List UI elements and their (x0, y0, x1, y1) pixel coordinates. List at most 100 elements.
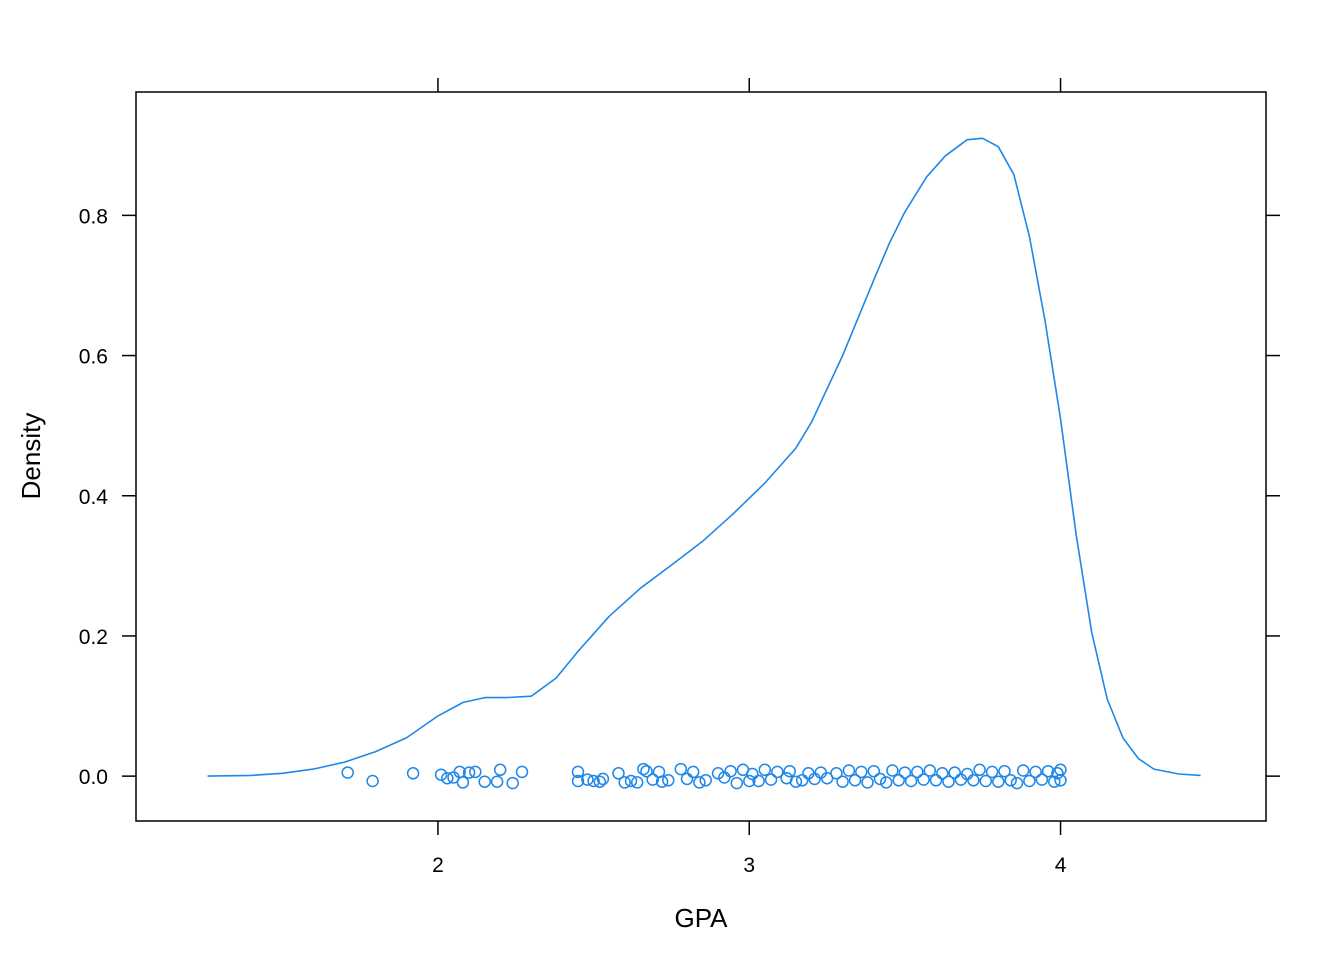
data-point (892, 774, 905, 787)
data-point (1051, 767, 1064, 780)
data-point (842, 764, 856, 777)
data-point (699, 774, 712, 787)
data-point (917, 773, 930, 786)
data-point (1054, 774, 1067, 787)
data-point (718, 771, 731, 784)
data-point (861, 776, 874, 789)
data-point (936, 767, 949, 780)
x-axis-title: GPA (675, 903, 729, 933)
y-tick-label: 0.6 (79, 346, 108, 369)
data-point (1035, 773, 1049, 786)
data-point (973, 763, 986, 777)
data-point (624, 774, 638, 788)
data-point (764, 773, 778, 786)
data-point (979, 774, 993, 788)
data-point (711, 767, 725, 780)
data-point (898, 766, 912, 779)
data-point (1041, 764, 1055, 778)
data-point (904, 774, 918, 788)
data-point (612, 767, 625, 780)
data-point (506, 776, 519, 790)
data-point (1023, 774, 1036, 788)
data-point (640, 764, 653, 778)
data-point (456, 776, 470, 789)
data-point (674, 762, 688, 776)
data-point (1029, 765, 1042, 779)
y-tick-label: 0.2 (79, 626, 108, 649)
data-point (680, 772, 694, 786)
data-point (992, 775, 1005, 788)
plot-panel-border (135, 91, 1267, 822)
data-point (341, 766, 354, 779)
data-point (686, 765, 700, 779)
data-point (948, 766, 961, 779)
data-point (960, 767, 974, 781)
data-point (743, 774, 756, 788)
data-point (406, 767, 420, 780)
data-point (434, 768, 448, 781)
data-point (571, 765, 585, 779)
data-point (985, 765, 999, 779)
data-point (771, 765, 784, 779)
data-point (942, 775, 955, 788)
data-point (596, 772, 610, 786)
data-point (478, 775, 491, 788)
density-curve (207, 137, 1201, 777)
data-point (1054, 763, 1067, 777)
data-point (783, 764, 796, 778)
data-point (693, 776, 706, 789)
data-point (886, 764, 899, 777)
data-point (730, 776, 744, 790)
data-point (1010, 776, 1024, 790)
data-point (571, 774, 585, 788)
data-point (836, 775, 849, 788)
data-point (646, 773, 659, 786)
plot-series (207, 137, 1201, 790)
data-point (967, 774, 980, 787)
data-point (848, 774, 862, 787)
data-point (867, 764, 881, 778)
data-point (618, 776, 631, 789)
data-point (830, 767, 843, 780)
data-point (746, 767, 759, 781)
data-point (855, 765, 868, 779)
data-point (929, 774, 943, 787)
data-point (469, 765, 482, 779)
data-point (441, 771, 454, 785)
y-tick-label: 0.8 (79, 205, 108, 228)
data-point (752, 774, 765, 788)
data-point (581, 773, 594, 786)
data-point (795, 774, 809, 787)
data-point (490, 775, 504, 788)
data-point (724, 764, 737, 778)
data-point (808, 772, 821, 786)
x-tick-label: 3 (743, 854, 755, 877)
data-point (879, 776, 893, 789)
data-point (1016, 764, 1030, 777)
data-point (593, 775, 607, 788)
data-point (1048, 775, 1061, 788)
data-point (911, 765, 924, 779)
y-axis: 0.0 0.2 0.4 0.6 0.8 (79, 205, 1280, 789)
data-point (655, 775, 669, 788)
data-point (366, 774, 379, 788)
y-axis-title: Density (16, 413, 46, 500)
y-tick-label: 0.0 (79, 766, 108, 789)
data-point (493, 763, 507, 777)
data-point (462, 766, 476, 779)
data-point (662, 774, 675, 787)
data-point (789, 775, 803, 788)
data-point (515, 765, 529, 779)
data-point (637, 762, 650, 776)
data-point (923, 764, 937, 777)
x-axis: 2 3 4 (432, 78, 1067, 877)
x-tick-label: 4 (1055, 854, 1067, 877)
data-point (758, 763, 772, 777)
x-tick-label: 2 (432, 854, 444, 877)
data-point (1004, 774, 1017, 787)
data-point (587, 774, 600, 788)
y-tick-label: 0.4 (79, 486, 109, 509)
data-point (873, 772, 887, 786)
data-point (630, 776, 644, 789)
